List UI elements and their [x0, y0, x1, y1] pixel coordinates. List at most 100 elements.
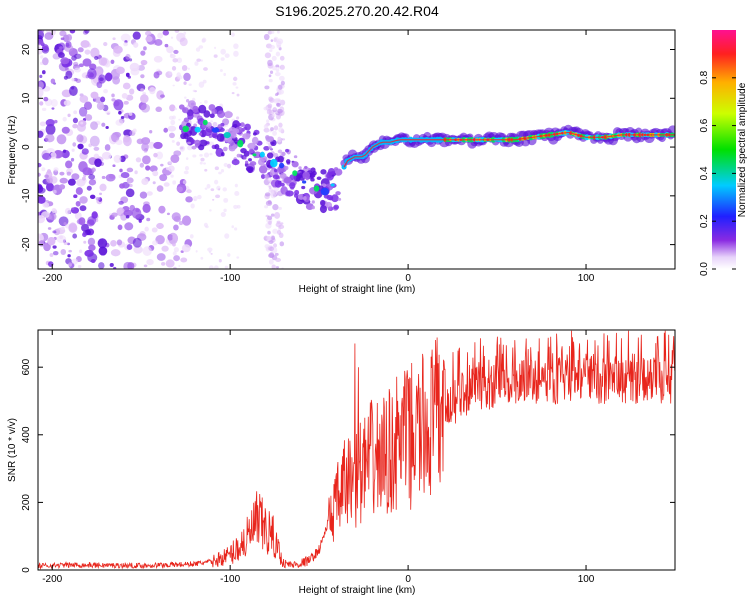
spectrogram-cell	[240, 148, 247, 154]
spectrogram-cell	[77, 47, 84, 53]
spectrogram-cell	[279, 64, 285, 70]
spectrogram-cell	[267, 103, 273, 109]
snr-xtick-label: 100	[578, 574, 595, 585]
spectrogram-cell	[183, 31, 187, 35]
spectrogram-cell	[231, 92, 235, 95]
spectrogram-cell	[207, 247, 213, 252]
spectrogram-cell	[163, 127, 168, 133]
spectrogram-cell	[192, 154, 197, 158]
spectrogram-cell	[301, 185, 306, 190]
spectrogram-cell	[227, 253, 231, 257]
spectrogram-cell	[117, 224, 123, 231]
spectrogram-cell	[209, 209, 212, 212]
colorbar-ticks: 0.0 0.2 0.4 0.6 0.8	[699, 70, 736, 276]
spectrogram-cell	[184, 96, 187, 99]
spectrogram-cell	[223, 146, 228, 152]
spectrogram-cell	[84, 49, 91, 55]
spectrogram-cell	[96, 81, 103, 89]
spectrogram-cell	[80, 121, 84, 125]
spectrogram-cell	[64, 207, 71, 215]
spectrogram-cell	[285, 159, 291, 164]
spectrogram-cell	[76, 122, 86, 132]
spectrogram-cell	[69, 30, 76, 34]
spectrogram-cell	[185, 196, 193, 203]
spectrogram-cell	[232, 128, 240, 134]
spectrogram-cell	[326, 173, 332, 179]
spectrogram-cell	[75, 200, 81, 207]
spectrogram-cell	[178, 137, 181, 139]
spectrogram-frame	[37, 29, 676, 270]
spectrogram-cell	[224, 265, 229, 269]
spectrogram-cell	[182, 107, 189, 114]
spectrogram-cell	[178, 118, 181, 121]
spectrogram-cell	[79, 205, 87, 212]
spectrogram-cell	[160, 163, 164, 167]
spectrogram-cell	[76, 178, 86, 187]
spectrogram-cell	[178, 221, 184, 226]
spectrogram-xtick-label: 0	[405, 273, 411, 284]
spectrogram-cell	[183, 132, 189, 140]
spectrogram-cell	[146, 191, 153, 196]
spectrogram-cell	[233, 43, 239, 50]
spectrogram-cell	[171, 140, 175, 143]
colorbar-tick-label: 0.6	[699, 118, 710, 132]
spectrogram-cell	[274, 168, 278, 173]
spectrogram-cell	[153, 55, 163, 63]
spectrogram-cell	[79, 95, 89, 103]
spectrogram-cell	[71, 258, 78, 265]
spectrogram-cell	[272, 66, 277, 71]
spectrogram-cell	[275, 257, 282, 263]
spectrogram-cell	[316, 176, 322, 180]
spectrogram-cell	[273, 36, 279, 43]
spectrogram-cell	[63, 241, 68, 245]
spectrogram-cell	[170, 53, 173, 56]
spectrogram-cell	[185, 99, 190, 103]
spectrogram-cell	[213, 54, 218, 58]
spectrogram-cell	[220, 48, 226, 55]
spectrogram-cell	[218, 259, 222, 263]
spectrogram-cell	[68, 222, 77, 232]
spectrogram-cell	[160, 94, 165, 98]
spectrogram-cell	[104, 72, 113, 82]
spectrogram-cell	[40, 55, 44, 59]
spectrogram-cell	[195, 47, 201, 52]
spectrogram-cell	[266, 152, 274, 159]
spectrogram-cell	[115, 139, 123, 146]
spectrogram-cell	[282, 138, 286, 141]
spectrogram-cell	[149, 129, 153, 134]
spectrogram-cell	[236, 153, 241, 158]
spectrogram-cell	[266, 164, 270, 168]
spectrogram-cell	[49, 253, 54, 257]
spectrogram-cell	[65, 160, 73, 169]
spectrogram-cell	[60, 226, 65, 230]
spectrogram-cell	[267, 200, 272, 205]
spectrogram-cell	[200, 157, 205, 162]
spectrogram-cell	[275, 266, 280, 269]
spectrogram-cell	[231, 159, 240, 166]
spectrogram-cell	[82, 58, 92, 67]
spectrogram-cell	[298, 166, 302, 170]
spectrogram-cell	[115, 119, 124, 126]
spectrogram-cell	[176, 186, 183, 193]
colorbar-tick-label: 0.0	[699, 262, 710, 276]
spectrogram-cell	[91, 167, 96, 173]
spectrogram-cell	[215, 194, 221, 199]
spectrogram-cell	[110, 239, 117, 247]
spectrogram-cell	[237, 139, 244, 148]
spectrogram-cell	[116, 239, 123, 246]
spectrogram-cell	[181, 215, 192, 226]
spectrogram-cell	[97, 238, 108, 249]
spectrogram-cell	[270, 191, 277, 199]
spectrogram-cell	[271, 264, 276, 269]
spectrogram-cell	[142, 246, 152, 256]
spectrogram-cell	[87, 237, 96, 246]
spectrogram-cell	[267, 246, 275, 251]
spectrogram-cell	[268, 96, 273, 102]
spectrogram-cell	[39, 121, 47, 127]
spectrogram-cell	[124, 222, 134, 231]
spectrogram-cell	[169, 104, 176, 112]
spectrogram-cell	[178, 265, 181, 267]
spectrogram-cell	[269, 44, 276, 50]
spectrogram-cell	[279, 75, 285, 81]
